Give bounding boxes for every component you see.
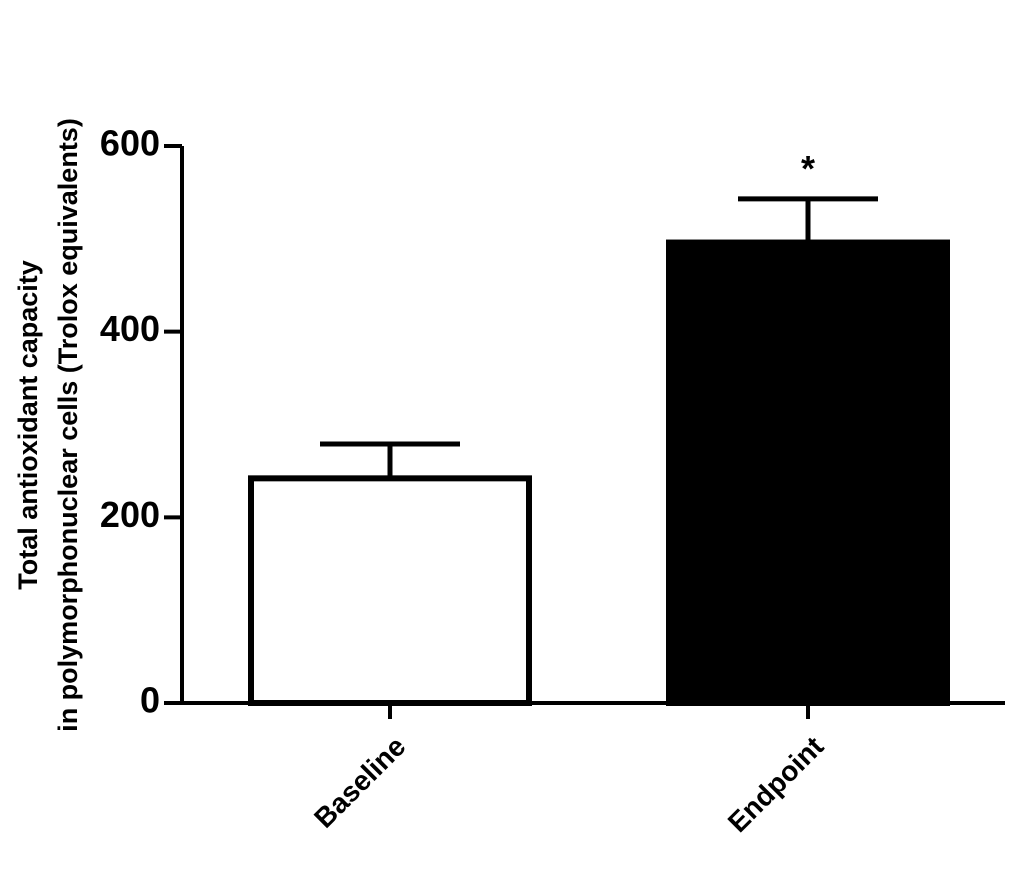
error-bar xyxy=(738,196,878,243)
y-tick-label: 600 xyxy=(100,123,160,164)
x-tick-label: Baseline xyxy=(308,731,411,834)
y-axis-label: Total antioxidant capacity xyxy=(13,260,43,590)
significance-marker: * xyxy=(801,148,815,189)
y-tick-label: 400 xyxy=(100,308,160,349)
y-axis-label: in polymorphonuclear cells (Trolox equiv… xyxy=(53,118,83,732)
bar xyxy=(666,239,950,706)
bar xyxy=(248,475,532,706)
y-tick-label: 0 xyxy=(140,680,160,721)
y-tick-label: 200 xyxy=(100,494,160,535)
x-tick-label: Endpoint xyxy=(722,731,830,839)
error-bar xyxy=(320,441,460,479)
